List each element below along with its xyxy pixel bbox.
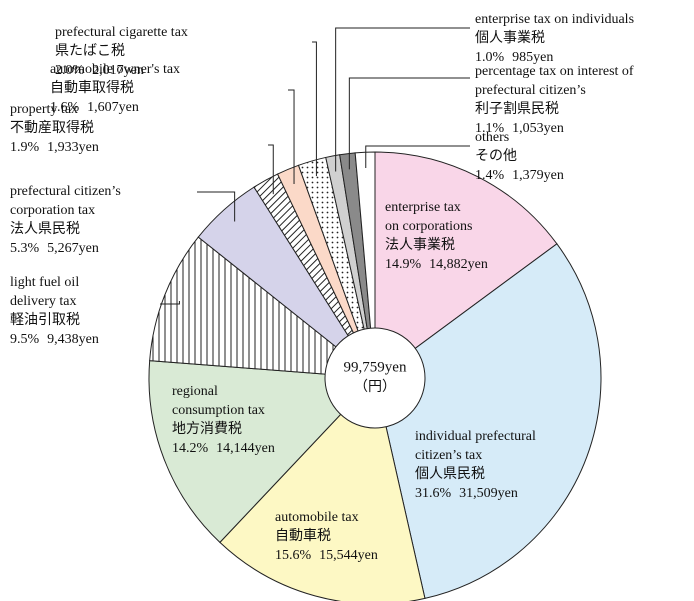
slice-value: 31.6% 31,509yen: [415, 486, 518, 501]
leader-line: [160, 301, 180, 305]
slice-label: prefectural cigarette tax: [55, 25, 188, 40]
slice-value: 1.4% 1,379yen: [475, 168, 564, 183]
value-label: 1.6%: [50, 100, 80, 115]
slice-label-ja: 個人県民税: [415, 466, 485, 482]
slice-label-ja: 地方消費税: [172, 421, 242, 437]
leader-line: [335, 27, 470, 172]
slice-label: enterprise tax: [385, 200, 461, 215]
slice-label: property tax: [10, 102, 78, 117]
value-label: 2.0%: [55, 63, 85, 78]
amount-label: 1,379yen: [512, 168, 564, 183]
slice-label-ja: 自動車取得税: [50, 79, 134, 96]
amount-label: 31,509yen: [459, 486, 518, 501]
value-label: 14.9%: [385, 257, 422, 272]
slice-label: citizen’s tax: [415, 448, 482, 463]
slice-label-ja: 法人事業税: [385, 237, 455, 253]
value-label: 14.2%: [172, 441, 209, 456]
slice-value: 1.6% 1,607yen: [50, 100, 139, 115]
amount-label: 14,882yen: [429, 257, 488, 272]
leader-line: [288, 89, 295, 185]
slice-value: 2.0% 2,017yen: [55, 63, 144, 78]
pie-slice: [219, 376, 426, 601]
value-label: 31.6%: [415, 486, 452, 501]
slice-label-ja: その他: [475, 148, 517, 164]
value-label: 15.6%: [275, 548, 312, 563]
slice-label: regional: [172, 384, 218, 399]
slice-label: others: [475, 130, 509, 145]
slice-label: corporation tax: [10, 203, 95, 218]
amount-label: 1,607yen: [87, 100, 139, 115]
slice-label-ja: 県たばこ税: [55, 43, 125, 59]
amount-label: 1,933yen: [47, 140, 99, 155]
amount-label: 985yen: [512, 50, 553, 65]
amount-label: 1,053yen: [512, 121, 564, 136]
leader-line: [268, 144, 274, 195]
value-label: 9.5%: [10, 332, 40, 347]
amount-label: 14,144yen: [216, 441, 275, 456]
amount-label: 15,544yen: [319, 548, 378, 563]
slice-value: 15.6% 15,544yen: [275, 548, 378, 563]
slice-label: prefectural citizen’s: [10, 184, 121, 199]
slice-label: enterprise tax on individuals: [475, 12, 634, 27]
slice-label-ja: 自動車税: [275, 527, 331, 544]
center-label: 99,759yen: [344, 359, 407, 375]
slice-label-ja: 不動産取得税: [10, 119, 94, 136]
slice-label-ja: 利子割県民税: [475, 100, 559, 117]
slice-label: light fuel oil: [10, 275, 79, 290]
slice-value: 1.9% 1,933yen: [10, 140, 99, 155]
slice-label: prefectural citizen’s: [475, 83, 586, 98]
slice-value: 9.5% 9,438yen: [10, 332, 99, 347]
slice-label: consumption tax: [172, 403, 265, 418]
slice-label: individual prefectural: [415, 429, 536, 444]
pie-slice: [354, 151, 376, 379]
slice-value: 1.1% 1,053yen: [475, 121, 564, 136]
leader-line: [365, 145, 470, 169]
slice-label: delivery tax: [10, 294, 76, 309]
slice-value: 1.0% 985yen: [475, 50, 553, 65]
amount-label: 2,017yen: [92, 63, 144, 78]
pie-slice: [374, 243, 602, 600]
amount-label: 5,267yen: [47, 241, 99, 256]
slice-label-ja: 法人県民税: [10, 221, 80, 237]
slice-value: 5.3% 5,267yen: [10, 241, 99, 256]
slice-label-ja: 軽油引取税: [10, 312, 80, 328]
slice-label-ja: 個人事業税: [475, 30, 545, 46]
amount-label: 9,438yen: [47, 332, 99, 347]
slice-label: automobile tax: [275, 510, 359, 525]
leader-line: [348, 77, 470, 170]
center-hole: [324, 327, 426, 429]
slice-value: 14.9% 14,882yen: [385, 257, 488, 272]
leader-line: [312, 41, 317, 177]
slice-label: percentage tax on interest of: [475, 64, 634, 79]
value-label: 1.4%: [475, 168, 505, 183]
value-label: 1.1%: [475, 121, 505, 136]
value-label: 5.3%: [10, 241, 40, 256]
pie-slice: [374, 151, 558, 379]
center-sub: （円）: [354, 379, 396, 395]
slice-value: 14.2% 14,144yen: [172, 441, 275, 456]
slice-label: on corporations: [385, 219, 472, 234]
leader-line: [197, 191, 236, 222]
pie-slice: [149, 236, 377, 379]
value-label: 1.0%: [475, 50, 505, 65]
slice-label: automobile owner's tax: [50, 62, 180, 77]
pie-slice: [148, 360, 377, 544]
value-label: 1.9%: [10, 140, 40, 155]
